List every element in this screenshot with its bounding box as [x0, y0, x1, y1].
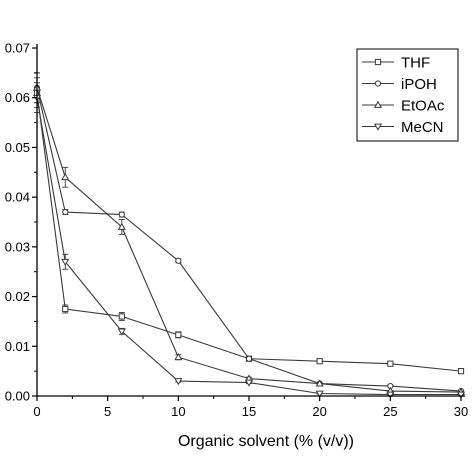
y-tick-label: 0.06	[5, 90, 30, 105]
x-tick-label: 30	[454, 404, 468, 419]
chart-legend: THF iPOH EtOAc MeCN	[356, 48, 459, 142]
data-point-etoac	[315, 379, 324, 387]
y-tick-label: 0.07	[5, 41, 30, 56]
legend-label: iPOH	[401, 76, 437, 93]
data-point-thf	[387, 360, 394, 367]
x-tick-label: 25	[383, 404, 397, 419]
data-point-ipoh	[175, 257, 182, 264]
legend-item-thf: THF	[362, 55, 430, 72]
x-tick-label: 20	[312, 404, 326, 419]
data-point-mecn	[244, 379, 254, 387]
data-point-thf	[62, 305, 69, 313]
data-point-mecn	[315, 390, 324, 398]
y-tick-label: 0.02	[5, 289, 30, 304]
series-line-mecn	[36, 97, 461, 396]
data-point-etoac	[117, 222, 126, 230]
data-point-etoac	[174, 353, 183, 361]
y-tick-label: 0.04	[5, 190, 30, 205]
axes-layer: 0 5 10 15 20 25 30 0.00 0.01 0.02 0.03 0.04 0.05 0.06…	[5, 41, 469, 451]
y-tick-label: 0.01	[5, 339, 30, 354]
legend-label: MeCN	[401, 119, 444, 136]
y-tick-label: 0.00	[5, 389, 30, 404]
data-point-thf	[316, 358, 323, 365]
y-tick-label: 0.05	[5, 140, 30, 155]
legend-item-etoac: EtOAc	[362, 98, 445, 115]
legend-item-ipoh: iPOH	[362, 76, 437, 93]
x-tick-label: 15	[242, 404, 256, 419]
legend-box	[356, 48, 459, 142]
legend-marker-thf	[374, 58, 382, 66]
data-point-ipoh	[118, 211, 125, 218]
legend-item-mecn: MeCN	[362, 119, 444, 136]
data-point-thf	[118, 313, 125, 320]
y-tick-label: 0.03	[5, 239, 30, 254]
x-tick-label: 5	[104, 404, 111, 419]
legend-marker-mecn	[373, 123, 383, 131]
data-point-ipoh	[245, 355, 253, 362]
data-point-ipoh	[62, 208, 69, 216]
data-point-etoac	[61, 173, 70, 181]
series-line-thf	[36, 92, 462, 372]
legend-label: EtOAc	[401, 98, 445, 115]
series-line-etoac	[36, 87, 462, 393]
data-point-mecn	[61, 258, 70, 266]
data-point-mecn	[386, 391, 395, 399]
x-axis-title: Organic solvent (% (v/v))	[178, 433, 354, 450]
series-layer	[32, 72, 466, 399]
x-tick-label: 10	[171, 404, 185, 419]
data-point-thf	[175, 331, 182, 338]
legend-marker-etoac	[373, 100, 383, 108]
data-point-mecn	[456, 391, 466, 399]
x-tick-label: 0	[33, 404, 40, 419]
data-point-mecn	[117, 328, 126, 336]
legend-marker-ipoh	[374, 80, 382, 87]
series-line-ipoh	[36, 87, 462, 392]
legend-label: THF	[401, 55, 430, 72]
series-etoac	[32, 72, 466, 395]
data-point-thf	[457, 368, 465, 375]
data-point-mecn	[174, 378, 183, 386]
